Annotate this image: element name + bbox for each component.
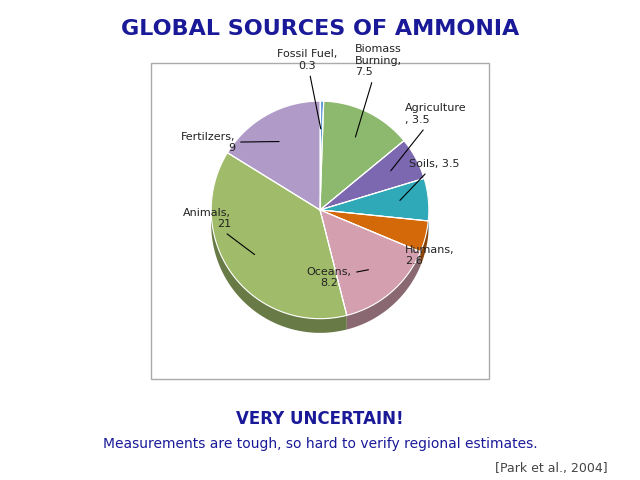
Text: Animals,
21: Animals, 21 bbox=[183, 208, 255, 254]
Text: Humans,
2.6: Humans, 2.6 bbox=[405, 245, 454, 266]
Polygon shape bbox=[320, 101, 324, 210]
Text: GLOBAL SOURCES OF AMMONIA: GLOBAL SOURCES OF AMMONIA bbox=[121, 19, 519, 39]
Text: Agriculture
, 3.5: Agriculture , 3.5 bbox=[391, 103, 467, 171]
Polygon shape bbox=[211, 153, 347, 319]
Text: Oceans,
8.2: Oceans, 8.2 bbox=[306, 266, 369, 288]
Text: [Park et al., 2004]: [Park et al., 2004] bbox=[495, 462, 608, 475]
Polygon shape bbox=[320, 141, 424, 210]
Polygon shape bbox=[227, 101, 320, 210]
Text: Fossil Fuel,
0.3: Fossil Fuel, 0.3 bbox=[276, 49, 337, 129]
Text: Fertilzers,
9: Fertilzers, 9 bbox=[180, 132, 279, 153]
Polygon shape bbox=[420, 221, 428, 266]
Polygon shape bbox=[320, 179, 429, 221]
Text: Biomass
Burning,
7.5: Biomass Burning, 7.5 bbox=[355, 44, 402, 137]
Text: Soils, 3.5: Soils, 3.5 bbox=[400, 159, 460, 200]
Text: Measurements are tough, so hard to verify regional estimates.: Measurements are tough, so hard to verif… bbox=[102, 437, 538, 451]
Polygon shape bbox=[428, 194, 429, 235]
Text: VERY UNCERTAIN!: VERY UNCERTAIN! bbox=[236, 410, 404, 429]
Polygon shape bbox=[320, 210, 420, 315]
Polygon shape bbox=[211, 198, 347, 333]
Polygon shape bbox=[320, 210, 428, 252]
Polygon shape bbox=[320, 101, 404, 210]
Polygon shape bbox=[347, 252, 420, 329]
